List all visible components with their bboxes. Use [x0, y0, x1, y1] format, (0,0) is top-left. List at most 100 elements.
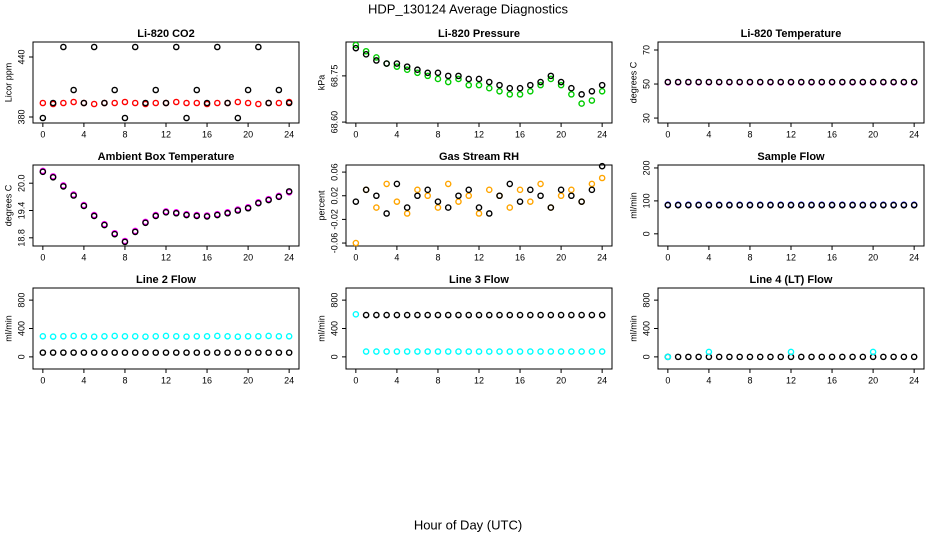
- point: [70, 86, 77, 94]
- x-tick-label: 12: [786, 129, 796, 139]
- point: [598, 87, 606, 95]
- point: [685, 78, 692, 86]
- point: [736, 78, 743, 86]
- plot-box: [657, 287, 925, 370]
- point: [726, 78, 733, 86]
- point: [828, 78, 836, 86]
- point: [777, 78, 785, 86]
- point: [265, 196, 272, 204]
- point: [90, 349, 98, 356]
- point: [60, 43, 67, 51]
- point: [60, 349, 67, 356]
- point: [275, 99, 283, 107]
- point: [39, 333, 47, 340]
- y-tick-label: 0: [641, 231, 651, 236]
- point: [183, 99, 190, 107]
- point: [465, 348, 473, 355]
- y-tick-label: 800: [641, 293, 651, 308]
- point: [485, 348, 493, 355]
- plot-box: [32, 287, 300, 370]
- point: [352, 41, 360, 49]
- point: [393, 311, 401, 319]
- point: [900, 353, 908, 361]
- x-tick-label: 16: [827, 252, 837, 262]
- point: [568, 186, 575, 194]
- point: [516, 198, 524, 205]
- point: [234, 333, 242, 340]
- point: [90, 333, 98, 340]
- point: [859, 78, 867, 86]
- point: [152, 333, 160, 340]
- point: [726, 353, 733, 361]
- point: [111, 349, 118, 356]
- point: [275, 86, 283, 94]
- point: [275, 333, 283, 340]
- point: [787, 348, 795, 356]
- x-tick-label: 8: [122, 252, 127, 262]
- point: [203, 213, 211, 220]
- point: [455, 311, 462, 319]
- x-tick-label: 20: [243, 129, 253, 139]
- point: [506, 180, 514, 188]
- x-tick-label: 8: [747, 375, 752, 385]
- point: [506, 204, 514, 211]
- point: [557, 81, 565, 89]
- point: [547, 204, 555, 211]
- point: [475, 210, 483, 217]
- panel-title: Sample Flow: [757, 151, 825, 163]
- point: [777, 353, 785, 361]
- point: [49, 173, 57, 181]
- point: [787, 201, 795, 209]
- point: [715, 201, 723, 209]
- point: [598, 81, 606, 89]
- point: [39, 99, 47, 107]
- point: [373, 348, 380, 355]
- point: [465, 186, 473, 194]
- point: [434, 348, 442, 355]
- point: [664, 201, 672, 209]
- point: [49, 333, 57, 340]
- point: [818, 201, 826, 209]
- point: [424, 186, 431, 194]
- plot-box: [32, 41, 300, 124]
- point: [131, 228, 139, 236]
- point: [193, 86, 201, 94]
- x-tick-label: 24: [909, 375, 919, 385]
- point: [255, 100, 262, 108]
- point: [193, 99, 201, 107]
- point: [131, 99, 139, 107]
- point: [373, 54, 380, 61]
- point: [234, 114, 242, 122]
- point: [527, 311, 534, 319]
- x-tick-label: 16: [515, 375, 525, 385]
- x-tick-label: 0: [40, 375, 45, 385]
- y-tick-label: 19.4: [16, 202, 26, 220]
- point: [767, 353, 774, 361]
- point: [859, 201, 867, 209]
- point: [839, 201, 846, 209]
- point: [506, 84, 514, 92]
- y-tick-label: 400: [16, 321, 26, 336]
- point: [424, 348, 431, 355]
- point: [111, 99, 118, 107]
- x-tick-label: 16: [202, 375, 212, 385]
- point: [588, 180, 596, 188]
- point: [527, 198, 534, 205]
- point: [414, 311, 421, 319]
- point: [598, 162, 606, 170]
- point: [203, 333, 211, 340]
- point: [598, 311, 606, 319]
- point: [444, 72, 452, 80]
- point: [527, 186, 534, 194]
- point: [674, 201, 682, 209]
- point: [516, 186, 524, 194]
- point: [142, 349, 149, 356]
- point: [285, 333, 293, 340]
- point: [255, 333, 262, 340]
- point: [172, 349, 180, 356]
- point: [527, 348, 534, 355]
- point: [393, 348, 401, 355]
- page-title: HDP_130124 Average Diagnostics: [368, 1, 568, 16]
- point: [265, 99, 272, 107]
- point: [557, 311, 565, 319]
